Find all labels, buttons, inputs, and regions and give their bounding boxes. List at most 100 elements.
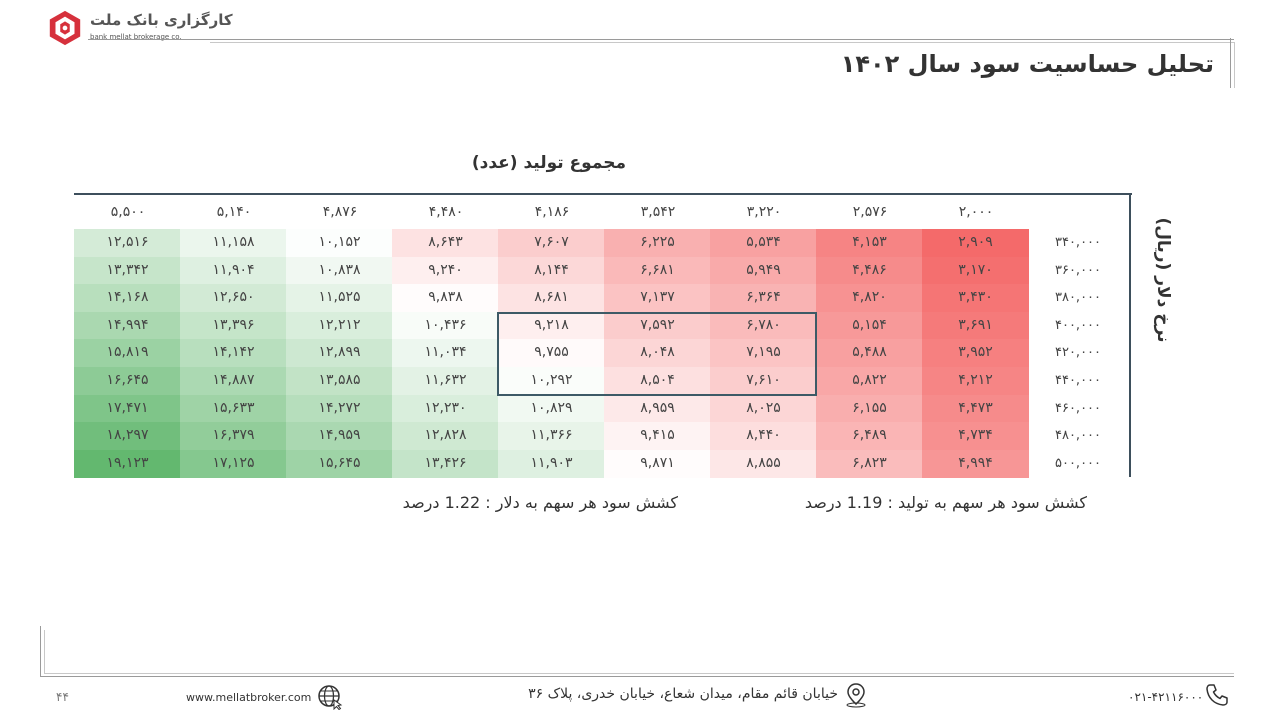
production-column-header: ۴,۱۸۶: [534, 204, 570, 220]
heatmap-cell: ۶,۸۲۳: [816, 449, 923, 478]
location-pin-icon: [846, 683, 866, 708]
heatmap-cell: ۴,۱۵۳: [816, 229, 923, 258]
production-column-header: ۴,۴۸۰: [428, 204, 464, 220]
dollar-elasticity-note: کشش سود هر سهم به دلار : 1.22 درصد: [402, 493, 678, 512]
heatmap-cell: ۱۵,۸۱۹: [74, 339, 181, 368]
heatmap-cell: ۱۲,۸۲۸: [392, 422, 499, 451]
phone-icon: [1206, 684, 1228, 706]
heatmap-cell: ۱۱,۰۳۴: [392, 339, 499, 368]
production-column-header: ۲,۰۰۰: [958, 204, 994, 220]
heatmap-cell: ۶,۳۶۴: [710, 284, 817, 313]
heatmap-cell: ۶,۱۵۵: [816, 394, 923, 423]
heatmap-cell: ۴,۸۲۰: [816, 284, 923, 313]
heatmap-cell: ۳,۶۹۱: [922, 311, 1029, 340]
website-link[interactable]: www.mellatbroker.com: [186, 691, 312, 704]
heatmap-cell: ۷,۶۰۷: [498, 229, 605, 258]
heatmap-cell: ۹,۲۱۸: [498, 311, 605, 340]
bank-mellat-logo-icon: [49, 10, 81, 46]
production-column-header: ۵,۱۴۰: [216, 204, 252, 220]
header-divider-thin: [210, 42, 1234, 43]
production-column-header: ۲,۵۷۶: [852, 204, 888, 220]
heatmap-cell: ۱۴,۸۸۷: [180, 367, 287, 396]
heatmap-cell: ۱۷,۴۷۱: [74, 394, 181, 423]
heatmap-cell: ۱۰,۸۳۸: [286, 256, 393, 285]
footer-vertical-divider-thin: [44, 630, 45, 674]
heatmap-top-border: [74, 193, 1132, 195]
heatmap-cell: ۸,۱۴۴: [498, 256, 605, 285]
heatmap-cell: ۱۰,۱۵۲: [286, 229, 393, 258]
heatmap-cell: ۱۰,۸۲۹: [498, 394, 605, 423]
heatmap-cell: ۷,۱۳۷: [604, 284, 711, 313]
header-vertical-divider-thin: [1234, 42, 1235, 88]
heatmap-cell: ۶,۷۸۰: [710, 311, 817, 340]
production-column-header: ۴,۸۷۶: [322, 204, 358, 220]
heatmap-cell: ۴,۴۷۳: [922, 394, 1029, 423]
heatmap-cell: ۱۲,۸۹۹: [286, 339, 393, 368]
heatmap-cell: ۱۵,۶۴۵: [286, 449, 393, 478]
dollar-axis-label: نرخ دلار (ریال): [1153, 217, 1173, 343]
heatmap-cell: ۸,۶۴۳: [392, 229, 499, 258]
dollar-rate-row-header: ۴۲۰,۰۰۰: [1054, 345, 1102, 361]
heatmap-cell: ۸,۸۵۵: [710, 449, 817, 478]
heatmap-cell: ۱۴,۹۹۴: [74, 311, 181, 340]
heatmap-cell: ۹,۸۷۱: [604, 449, 711, 478]
production-column-header: ۵,۵۰۰: [110, 204, 146, 220]
production-axis-label: مجموع تولید (عدد): [471, 153, 626, 173]
brand-name-fa: کارگزاری بانک ملت: [90, 11, 233, 29]
heatmap-cell: ۸,۴۴۰: [710, 422, 817, 451]
heatmap-cell: ۱۱,۱۵۸: [180, 229, 287, 258]
heatmap-cell: ۴,۲۱۲: [922, 367, 1029, 396]
heatmap-cell: ۱۴,۲۷۲: [286, 394, 393, 423]
heatmap-cell: ۱۰,۴۳۶: [392, 311, 499, 340]
heatmap-cell: ۳,۱۷۰: [922, 256, 1029, 285]
dollar-rate-row-header: ۳۴۰,۰۰۰: [1054, 235, 1102, 250]
heatmap-cell: ۷,۱۹۵: [710, 339, 817, 368]
header-divider: [88, 39, 1234, 40]
heatmap-right-border: [1129, 193, 1131, 477]
phone-number: ۰۲۱-۴۲۱۱۶۰۰۰: [1128, 690, 1204, 704]
heatmap-cell: ۱۶,۶۴۵: [74, 367, 181, 396]
heatmap-cell: ۱۵,۶۳۳: [180, 394, 287, 423]
dollar-rate-row-header: ۴۰۰,۰۰۰: [1054, 317, 1102, 333]
footer-vertical-divider: [40, 626, 41, 677]
heatmap-cell: ۸,۶۸۱: [498, 284, 605, 313]
dollar-rate-row-header: ۳۶۰,۰۰۰: [1054, 262, 1102, 278]
address-text: خیابان قائم مقام، میدان شعاع، خیابان خدر…: [528, 686, 838, 702]
heatmap-cell: ۷,۶۱۰: [710, 367, 817, 396]
heatmap-cell: ۸,۵۰۴: [604, 367, 711, 396]
heatmap-cell: ۶,۲۲۵: [604, 229, 711, 258]
heatmap-cell: ۱۳,۳۴۲: [74, 256, 181, 285]
heatmap-cell: ۵,۹۴۹: [710, 256, 817, 285]
globe-icon: [318, 685, 343, 710]
brand-name-en: bank mellat brokerage co.: [90, 33, 182, 41]
heatmap-cell: ۱۲,۵۱۶: [74, 229, 181, 258]
heatmap-cell: ۹,۴۱۵: [604, 422, 711, 451]
heatmap-cell: ۸,۰۲۵: [710, 394, 817, 423]
heatmap-cell: ۱۹,۱۲۳: [74, 449, 181, 478]
heatmap-cell: ۷,۵۹۲: [604, 311, 711, 340]
footer-divider: [40, 676, 1234, 677]
dollar-rate-row-header: ۴۸۰,۰۰۰: [1054, 428, 1102, 444]
heatmap-cell: ۱۸,۲۹۷: [74, 422, 181, 451]
footer-divider-thin: [44, 673, 1234, 674]
heatmap-cell: ۴,۴۸۶: [816, 256, 923, 285]
production-elasticity-note: کشش سود هر سهم به تولید : 1.19 درصد: [804, 493, 1087, 512]
heatmap-cell: ۱۱,۶۳۲: [392, 367, 499, 396]
dollar-rate-row-header: ۴۶۰,۰۰۰: [1054, 400, 1102, 416]
page-number: ۴۴: [56, 690, 69, 704]
heatmap-cell: ۶,۶۸۱: [604, 256, 711, 285]
heatmap-cell: ۶,۴۸۹: [816, 422, 923, 451]
heatmap-cell: ۱۳,۳۹۶: [180, 311, 287, 340]
heatmap-cell: ۱۳,۵۸۵: [286, 367, 393, 396]
heatmap-cell: ۱۴,۱۶۸: [74, 284, 181, 313]
heatmap-cell: ۹,۸۳۸: [392, 284, 499, 313]
dollar-rate-row-header: ۴۴۰,۰۰۰: [1054, 373, 1102, 388]
heatmap-cell: ۳,۴۳۰: [922, 284, 1029, 313]
heatmap-cell: ۱۲,۲۱۲: [286, 311, 393, 340]
heatmap-cell: ۱۰,۲۹۲: [498, 367, 605, 396]
heatmap-cell: ۹,۲۴۰: [392, 256, 499, 285]
heatmap-cell: ۱۲,۲۳۰: [392, 394, 499, 423]
heatmap-cell: ۱۱,۹۰۴: [180, 256, 287, 285]
header-vertical-divider: [1230, 38, 1231, 88]
heatmap-cell: ۵,۸۲۲: [816, 367, 923, 396]
